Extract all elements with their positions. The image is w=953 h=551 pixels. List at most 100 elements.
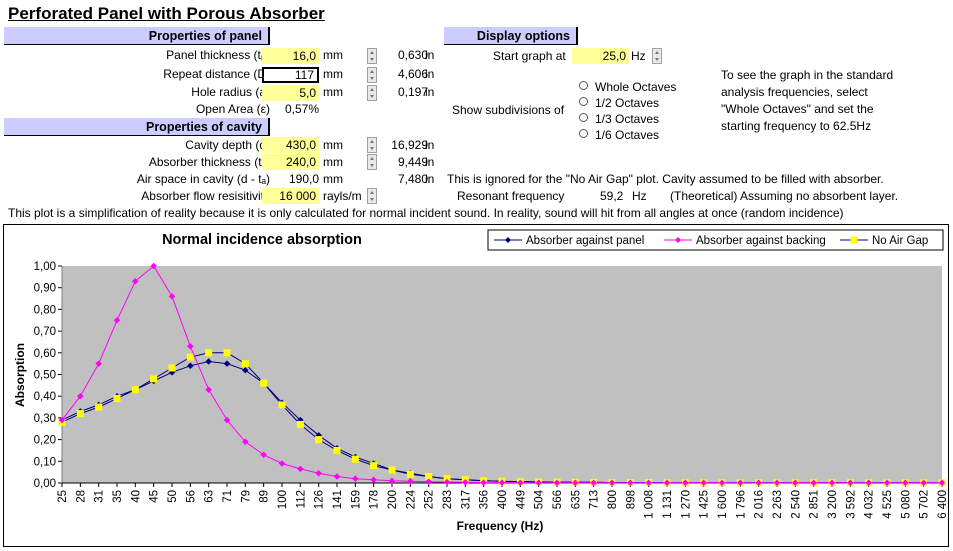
data-point-diamond — [535, 479, 543, 487]
start-graph-unit: Hz — [631, 49, 646, 63]
data-point-diamond — [626, 479, 634, 487]
hole-radius-inch-unit: in — [425, 85, 435, 99]
absorber-thickness-value[interactable]: 240,0 — [262, 154, 319, 170]
help-text-line-2: analysis frequencies, select — [721, 85, 868, 99]
x-tick-label: 3 592 — [845, 490, 857, 519]
legend-label-1: Absorber against backing — [696, 235, 826, 247]
x-tick-label: 2 540 — [790, 490, 802, 519]
x-tick-label: 317 — [460, 490, 472, 509]
radio-whole-octaves[interactable] — [579, 81, 588, 90]
data-point-square — [406, 470, 414, 478]
help-text-line-4: starting frequency to 62.5Hz — [721, 119, 872, 133]
hole-radius-unit: mm — [323, 85, 343, 99]
data-point-square — [278, 401, 286, 409]
radio-sixth-octaves[interactable] — [579, 129, 588, 138]
panel-thickness-value[interactable]: 16,0 — [262, 48, 319, 64]
y-tick-label: 1,00 — [34, 261, 56, 273]
x-tick-label: 1 131 — [662, 490, 674, 519]
absorber-thickness-spinner[interactable] — [367, 154, 377, 170]
resonant-frequency-unit: Hz — [632, 189, 647, 203]
x-tick-label: 5 080 — [900, 490, 912, 519]
repeat-distance-inch: 4,606 — [397, 67, 428, 81]
data-point-diamond — [516, 479, 524, 487]
data-point-diamond — [388, 477, 396, 485]
data-point-square — [443, 475, 451, 483]
resonant-frequency-value: 59,2 — [600, 189, 624, 203]
data-point-square — [351, 455, 359, 463]
x-tick-label: 31 — [94, 490, 106, 503]
data-point-diamond — [773, 479, 781, 487]
y-tick-label: 0,10 — [34, 456, 56, 468]
x-tick-label: 2 263 — [772, 490, 784, 519]
repeat-distance-spinner[interactable] — [367, 67, 377, 83]
option-whole-octaves-label: Whole Octaves — [595, 80, 677, 94]
repeat-distance-value[interactable]: 117 — [262, 67, 319, 83]
start-graph-spinner[interactable] — [652, 48, 662, 64]
flow-resistivity-label: Absorber flow resisitivity — [141, 189, 270, 203]
x-tick-label: 635 — [570, 490, 582, 509]
x-tick-label: 112 — [295, 490, 307, 508]
resonant-frequency-note: (Theoretical) Assuming no absorbent laye… — [670, 189, 899, 203]
hole-radius-value[interactable]: 5,0 — [262, 85, 319, 101]
data-point-diamond — [791, 479, 799, 487]
data-point-diamond — [315, 469, 323, 477]
y-tick-label: 0,80 — [34, 304, 56, 316]
repeat-distance-inch-unit: in — [425, 67, 435, 81]
data-point-diamond — [681, 479, 689, 487]
air-space-unit: mm — [323, 172, 343, 186]
cavity-depth-spinner[interactable] — [367, 137, 377, 153]
data-point-diamond — [590, 479, 598, 487]
data-point-square — [370, 462, 378, 470]
data-point-square — [205, 349, 213, 357]
panel-thickness-spinner[interactable] — [367, 48, 377, 64]
hole-radius-spinner[interactable] — [367, 85, 377, 101]
panel-thickness-inch-unit: in — [425, 48, 435, 62]
x-tick-label: 800 — [607, 490, 619, 509]
data-point-square — [76, 410, 84, 418]
data-point-diamond — [425, 478, 433, 486]
data-point-diamond — [736, 479, 744, 487]
data-point-square — [296, 420, 304, 428]
x-tick-label: 56 — [185, 490, 197, 503]
x-tick-label: 71 — [222, 490, 234, 503]
panel-section-header: Properties of panel — [4, 27, 270, 45]
data-point-diamond — [755, 479, 763, 487]
legend-label-2: No Air Gap — [872, 235, 928, 247]
x-tick-label: 45 — [149, 490, 161, 503]
data-point-diamond — [241, 438, 249, 446]
data-point-diamond — [645, 479, 653, 487]
cavity-section-header: Properties of cavity — [4, 118, 270, 136]
help-text-line-3: "Whole Octaves" and set the — [721, 102, 874, 116]
page-title: Perforated Panel with Porous Absorber — [8, 4, 325, 23]
data-point-diamond — [186, 362, 194, 370]
option-half-octaves-label: 1/2 Octaves — [595, 96, 660, 110]
x-tick-label: 159 — [350, 490, 362, 509]
y-tick-label: 0,00 — [34, 478, 56, 490]
display-section-header: Display options — [444, 27, 578, 45]
x-tick-label: 200 — [387, 490, 399, 509]
radio-half-octaves[interactable] — [579, 97, 588, 106]
data-point-diamond — [663, 479, 671, 487]
repeat-distance-label: Repeat distance (D) — [163, 67, 270, 81]
cavity-depth-value[interactable]: 430,0 — [262, 137, 319, 153]
data-point-diamond — [718, 479, 726, 487]
cavity-depth-inch-unit: in — [425, 138, 435, 152]
radio-third-octaves[interactable] — [579, 113, 588, 122]
start-graph-label: Start graph at — [493, 49, 566, 63]
data-point-square — [150, 375, 158, 383]
y-tick-label: 0,90 — [34, 283, 56, 295]
legend-marker-diamond — [675, 237, 681, 243]
data-point-diamond — [443, 478, 451, 486]
legend-box — [487, 229, 944, 251]
data-point-diamond — [131, 277, 139, 285]
data-point-diamond — [351, 475, 359, 483]
flow-resistivity-spinner[interactable] — [367, 188, 377, 204]
air-space-label: Air space in cavity (d - tₐ) — [136, 172, 270, 186]
data-point-diamond — [571, 479, 579, 487]
data-point-square — [333, 446, 341, 454]
flow-resistivity-value[interactable]: 16 000 — [262, 188, 319, 204]
data-point-square — [113, 394, 121, 402]
data-point-diamond — [828, 479, 836, 487]
start-graph-value[interactable]: 25,0 — [572, 48, 629, 64]
x-tick-label: 178 — [369, 490, 381, 509]
